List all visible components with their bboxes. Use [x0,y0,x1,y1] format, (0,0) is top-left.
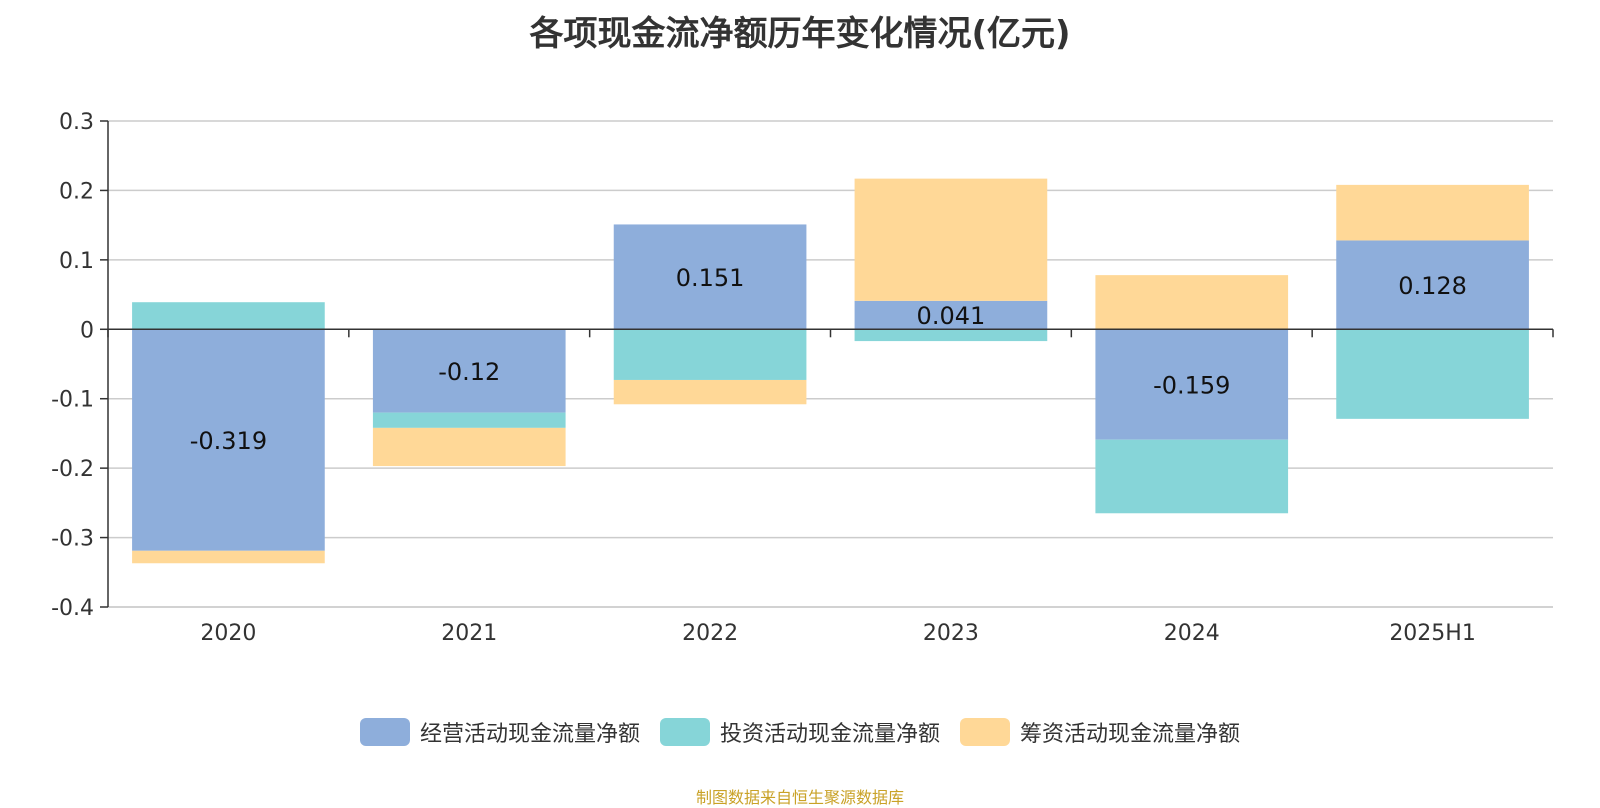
axis-layer [100,120,1554,608]
source-note: 制图数据来自恒生聚源数据库 [695,788,904,807]
legend-swatch [960,718,1010,746]
x-tick-label: 2025H1 [1389,621,1476,646]
y-tick-label: 0.1 [59,249,94,274]
bar-2023-series-2 [854,178,1048,301]
chart-svg: 0.3 0.2 0.1 0 -0.1 -0.2 -0.3 -0.4 2020 2021 2022 20… [51,110,1554,646]
bar-2024-series-2 [1095,275,1289,330]
legend-label: 投资活动现金流量净额 [719,722,940,747]
y-tick-label: 0 [80,318,94,343]
legend-item[interactable]: 筹资活动现金流量净额 [960,716,1240,748]
bar-2024-series-0 [1095,329,1289,440]
bar-2024-series-1 [1095,439,1289,514]
data-label: -0.12 [438,358,500,386]
y-tick-label: -0.4 [51,596,94,621]
bar-2025H1-series-2 [1336,184,1529,241]
legend: 经营活动现金流量净额 投资活动现金流量净额 筹资活动现金流量净额 [0,716,1600,748]
data-label: 0.128 [1398,272,1467,300]
data-label: 0.041 [917,302,986,330]
legend-item[interactable]: 经营活动现金流量净额 [359,716,640,748]
legend-item[interactable]: 投资活动现金流量净额 [659,716,940,748]
data-label: 0.151 [676,264,745,292]
y-tick-label: 0.3 [59,110,94,135]
bar-2021-series-2 [372,427,566,467]
bar-2021-series-1 [372,412,566,428]
bar-2020-series-0 [132,329,325,551]
x-tick-label: 2022 [682,621,738,646]
bar-2025H1-series-0 [1336,240,1529,330]
y-tick-label: -0.2 [51,457,94,482]
x-tick-label: 2023 [923,621,979,646]
data-label: -0.319 [190,427,267,455]
bar-2020-series-2 [132,550,325,564]
bar-2020-series-1 [132,302,325,330]
bar-2021-series-0 [372,329,566,413]
legend-swatch [659,718,710,746]
bar-layer [132,178,1529,564]
legend-label: 筹资活动现金流量净额 [1020,722,1241,747]
bar-2022-series-2 [613,379,807,405]
chart-title: 各项现金流净额历年变化情况(亿元) [529,14,1071,54]
label-layer: 0.3 0.2 0.1 0 -0.1 -0.2 -0.3 -0.4 2020 2021 2022 20… [51,110,1476,646]
data-label: -0.159 [1153,371,1230,399]
y-tick-label: -0.3 [51,527,94,552]
x-tick-label: 2024 [1164,621,1220,646]
x-tick-label: 2021 [441,621,497,646]
bar-2025H1-series-1 [1336,329,1529,419]
bar-2023-series-0 [854,300,1048,330]
bar-2022-series-1 [613,329,807,380]
x-tick-label: 2020 [200,621,256,646]
legend-swatch [359,718,410,746]
y-tick-label: -0.1 [51,388,94,413]
legend-label: 经营活动现金流量净额 [419,722,640,747]
bar-2023-series-1 [854,329,1048,342]
grid-layer [108,120,1553,608]
bar-2022-series-0 [613,224,807,330]
y-tick-label: 0.2 [59,179,94,204]
